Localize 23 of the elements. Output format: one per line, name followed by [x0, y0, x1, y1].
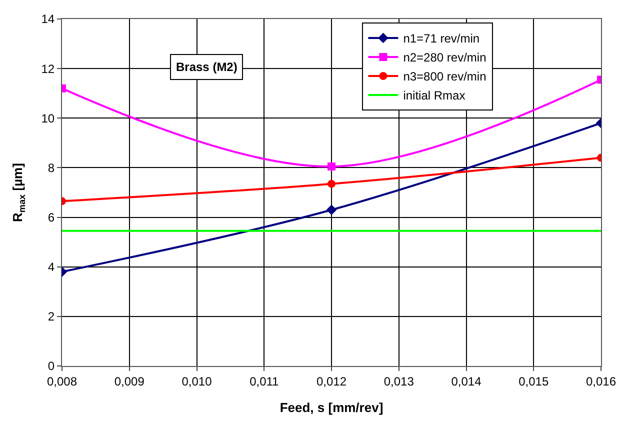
x-tick-label: 0,014: [451, 374, 482, 388]
y-tick-label: 12: [41, 62, 55, 76]
x-tick-label: 0,013: [384, 374, 414, 388]
y-tick-label: 10: [41, 111, 55, 126]
y-tick-label: 0: [48, 359, 55, 374]
x-tick-label: 0,015: [518, 374, 549, 388]
y-tick-label: 6: [48, 210, 55, 224]
x-tick-label: 0,010: [182, 374, 212, 388]
y-tick-label: 4: [48, 260, 55, 274]
y-tick-label: 14: [41, 12, 55, 26]
legend-label: n1=71 rev/min: [403, 32, 480, 46]
legend-label: initial Rmax: [403, 88, 466, 103]
x-tick-label: 0,009: [114, 374, 145, 388]
x-tick-label: 0,008: [46, 374, 78, 388]
x-tick-label: 0,011: [250, 374, 280, 388]
legend-label: n2=280 rev/min: [403, 50, 486, 65]
x-axis-title: Feed, s [mm/rev]: [280, 400, 384, 415]
y-tick-label: 8: [48, 160, 55, 175]
x-tick-label: 0,012: [316, 374, 347, 388]
y-tick-label: 2: [48, 310, 55, 324]
x-tick-label: 0,016: [586, 374, 616, 388]
legend-label: n3=800 rev/min: [403, 70, 486, 84]
annotation: Brass (M2): [176, 60, 238, 74]
